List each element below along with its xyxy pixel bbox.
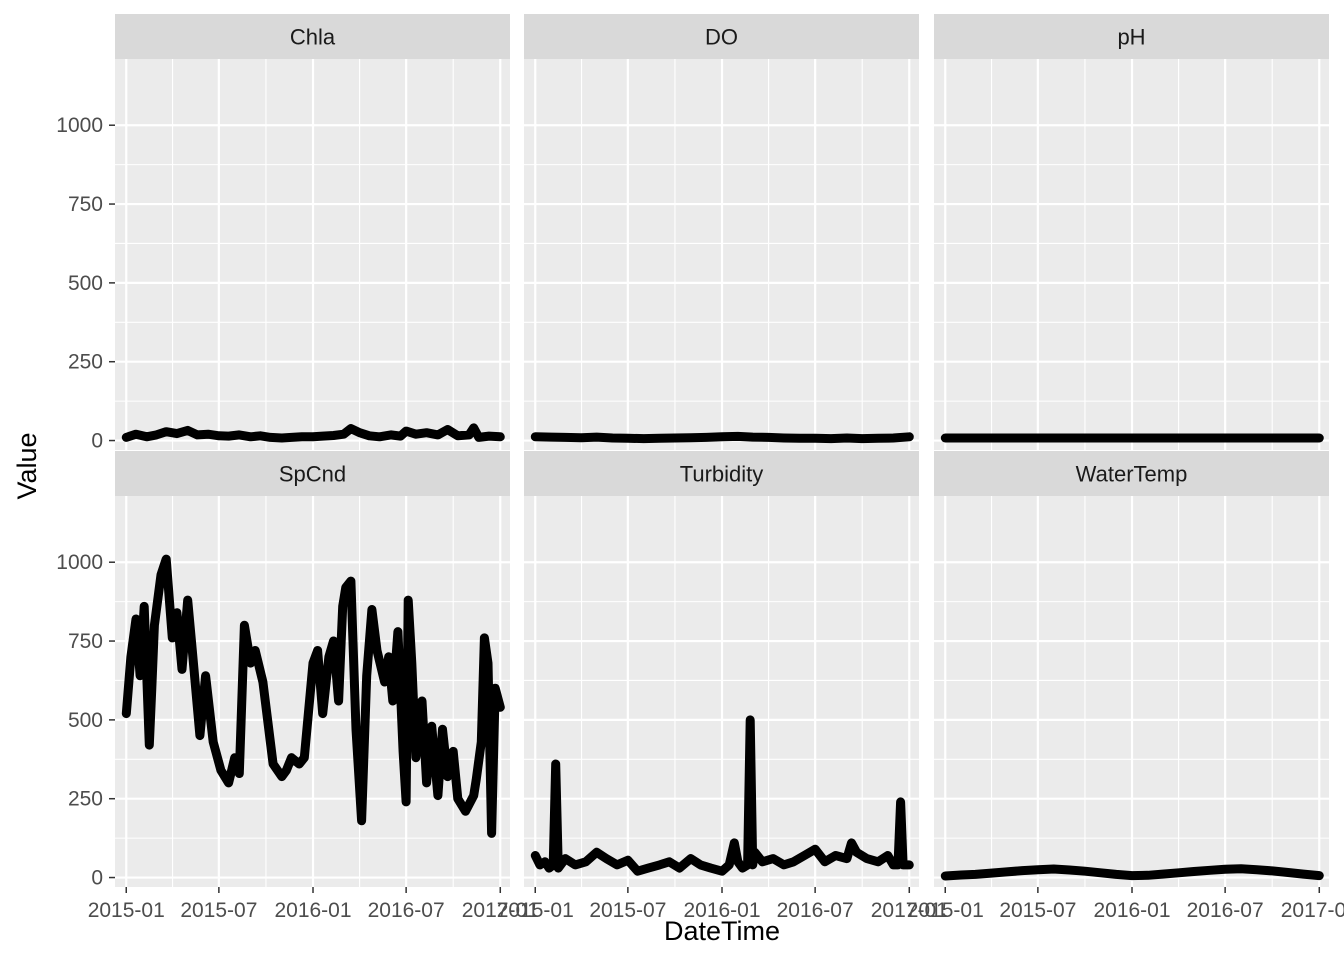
x-tick-label: 2017-01 xyxy=(1281,899,1344,922)
y-tick-label: 250 xyxy=(68,351,103,374)
x-tick-label: 2015-01 xyxy=(88,899,165,922)
facet-strip-label: Turbidity xyxy=(680,462,764,487)
facet-panel-ph: pH xyxy=(934,14,1329,450)
y-tick-label: 1000 xyxy=(56,551,103,574)
series-line-spcnd xyxy=(121,554,505,838)
x-tick-label: 2016-01 xyxy=(683,899,760,922)
facet-strip xyxy=(115,14,510,59)
x-tick-label: 2015-01 xyxy=(497,899,574,922)
facet-panel-chla: Chla xyxy=(115,14,510,450)
x-tick-label: 2017-01 xyxy=(462,899,539,922)
y-tick-label: 250 xyxy=(68,788,103,811)
facet-strip xyxy=(524,14,919,59)
y-tick-label: 750 xyxy=(68,193,103,216)
facet-strip-label: SpCnd xyxy=(279,462,346,487)
x-axis: 2015-01 2015-07 2016-01 2016-07 2017-012015-… xyxy=(88,887,1344,922)
facet-strip xyxy=(115,451,510,496)
x-tick-label: 2017-01 xyxy=(871,899,948,922)
facet-strip xyxy=(524,451,919,496)
facet-panel-turbidity: Turbidity xyxy=(524,451,919,887)
series-line-chla xyxy=(121,423,505,443)
x-tick-label: 2016-07 xyxy=(368,899,445,922)
series-line-turbidity xyxy=(530,715,914,876)
y-tick-label: 1000 xyxy=(56,114,103,137)
facet-strip xyxy=(934,14,1329,59)
x-axis-title: DateTime xyxy=(664,916,780,946)
x-tick-label: 2016-01 xyxy=(274,899,351,922)
series-line-watertemp xyxy=(940,864,1324,881)
x-tick-label: 2015-07 xyxy=(589,899,666,922)
facet-panel-spcnd: SpCnd xyxy=(115,451,510,887)
facet-panel-do: DO xyxy=(524,14,919,450)
x-tick-label: 2015-01 xyxy=(907,899,984,922)
x-tick-label: 2016-07 xyxy=(777,899,854,922)
facet-panel-watertemp: WaterTemp xyxy=(934,451,1329,887)
y-tick-label: 0 xyxy=(91,430,103,453)
facet-strip xyxy=(934,451,1329,496)
facet-strip-label: WaterTemp xyxy=(1076,462,1188,487)
y-tick-label: 750 xyxy=(68,630,103,653)
facet-strip-label: Chla xyxy=(290,25,336,50)
x-tick-label: 2016-01 xyxy=(1093,899,1170,922)
series-line-do xyxy=(530,431,914,444)
facet-strip-label: pH xyxy=(1117,25,1145,50)
y-axis-title: Value xyxy=(12,432,42,499)
y-tick-label: 0 xyxy=(91,867,103,890)
y-tick-label: 500 xyxy=(68,272,103,295)
y-axis: 0 250 500 750 1000 0 250 500 750 1000 xyxy=(56,114,115,890)
x-tick-label: 2015-07 xyxy=(180,899,257,922)
x-tick-label: 2016-07 xyxy=(1187,899,1264,922)
facet-strip-label: DO xyxy=(705,25,738,50)
y-tick-label: 500 xyxy=(68,709,103,732)
x-tick-label: 2015-07 xyxy=(999,899,1076,922)
facet-panels: Chla DO pH SpCnd Turbidity WaterTemp xyxy=(115,14,1329,887)
